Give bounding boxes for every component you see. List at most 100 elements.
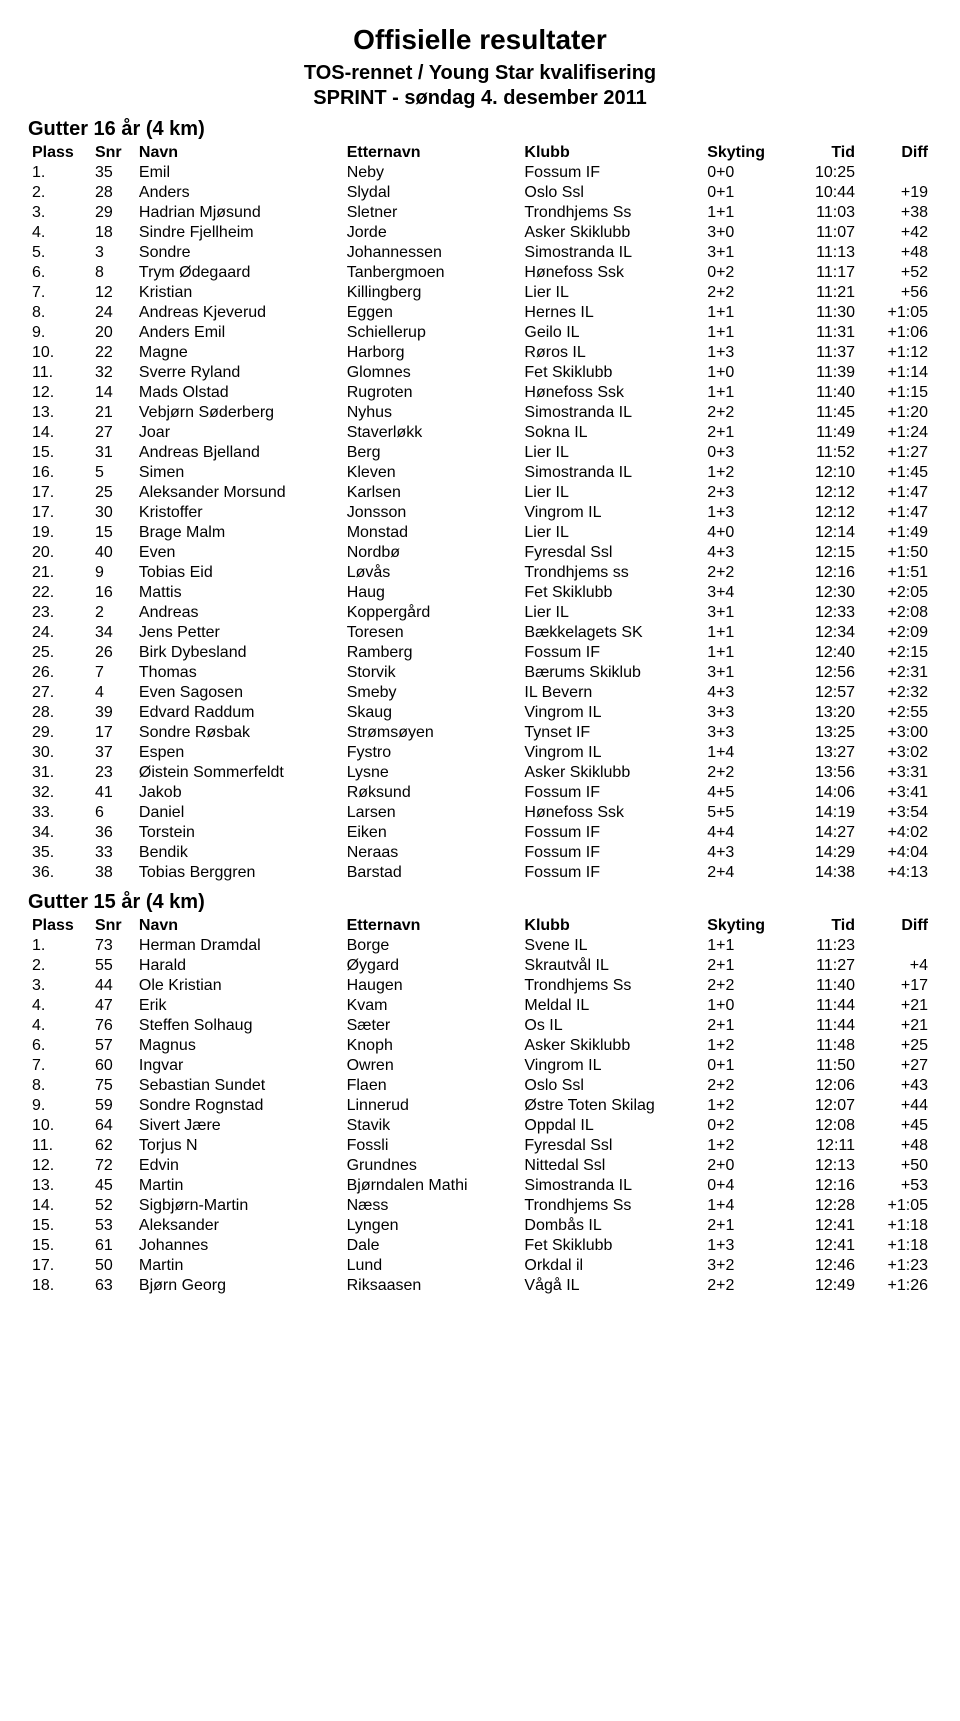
cell-navn: Herman Dramdal: [135, 936, 343, 956]
cell-navn: Torstein: [135, 823, 343, 843]
cell-diff: +1:26: [859, 1276, 932, 1296]
cell-klubb: Simostranda IL: [520, 463, 703, 483]
cell-plass: 14.: [28, 1196, 91, 1216]
cell-diff: +4:04: [859, 843, 932, 863]
cell-diff: +45: [859, 1116, 932, 1136]
cell-tid: 11:31: [786, 323, 859, 343]
cell-skyting: 1+3: [703, 503, 786, 523]
cell-klubb: Asker Skiklubb: [520, 763, 703, 783]
cell-skyting: 1+4: [703, 1196, 786, 1216]
cell-tid: 11:23: [786, 936, 859, 956]
cell-snr: 52: [91, 1196, 135, 1216]
cell-snr: 6: [91, 803, 135, 823]
cell-diff: +1:15: [859, 383, 932, 403]
cell-diff: [859, 936, 932, 956]
cell-diff: +1:47: [859, 503, 932, 523]
table-row: 31.23Øistein SommerfeldtLysneAsker Skikl…: [28, 763, 932, 783]
cell-klubb: Lier IL: [520, 603, 703, 623]
table-row: 12.14Mads OlstadRugrotenHønefoss Ssk1+11…: [28, 383, 932, 403]
cell-tid: 12:12: [786, 483, 859, 503]
cell-tid: 10:44: [786, 183, 859, 203]
cell-etternavn: Røksund: [343, 783, 521, 803]
cell-navn: Thomas: [135, 663, 343, 683]
cell-navn: Bjørn Georg: [135, 1276, 343, 1296]
cell-plass: 6.: [28, 1036, 91, 1056]
cell-diff: +25: [859, 1036, 932, 1056]
table-header-row: PlassSnrNavnEtternavnKlubbSkytingTidDiff: [28, 916, 932, 936]
cell-snr: 76: [91, 1016, 135, 1036]
cell-klubb: Trondhjems Ss: [520, 203, 703, 223]
cell-diff: +1:50: [859, 543, 932, 563]
table-row: 17.50MartinLundOrkdal il3+212:46+1:23: [28, 1256, 932, 1276]
column-header-tid: Tid: [786, 143, 859, 163]
cell-plass: 8.: [28, 303, 91, 323]
cell-etternavn: Kleven: [343, 463, 521, 483]
cell-etternavn: Johannessen: [343, 243, 521, 263]
cell-diff: +1:18: [859, 1236, 932, 1256]
cell-skyting: 1+1: [703, 383, 786, 403]
table-row: 12.72EdvinGrundnesNittedal Ssl2+012:13+5…: [28, 1156, 932, 1176]
cell-etternavn: Løvås: [343, 563, 521, 583]
cell-tid: 12:15: [786, 543, 859, 563]
column-header-etternavn: Etternavn: [343, 143, 521, 163]
cell-skyting: 1+0: [703, 996, 786, 1016]
cell-diff: +4:13: [859, 863, 932, 883]
cell-skyting: 2+3: [703, 483, 786, 503]
cell-navn: Anders Emil: [135, 323, 343, 343]
cell-tid: 11:07: [786, 223, 859, 243]
cell-tid: 14:19: [786, 803, 859, 823]
table-row: 27.4Even SagosenSmebyIL Bevern4+312:57+2…: [28, 683, 932, 703]
cell-skyting: 1+4: [703, 743, 786, 763]
cell-plass: 15.: [28, 1236, 91, 1256]
cell-klubb: Bækkelagets SK: [520, 623, 703, 643]
cell-plass: 2.: [28, 183, 91, 203]
cell-navn: Andreas Bjelland: [135, 443, 343, 463]
cell-snr: 37: [91, 743, 135, 763]
cell-diff: +4: [859, 956, 932, 976]
cell-skyting: 3+4: [703, 583, 786, 603]
table-row: 23.2AndreasKoppergårdLier IL3+112:33+2:0…: [28, 603, 932, 623]
table-row: 13.21Vebjørn SøderbergNyhusSimostranda I…: [28, 403, 932, 423]
cell-klubb: Fet Skiklubb: [520, 583, 703, 603]
cell-skyting: 2+2: [703, 763, 786, 783]
cell-snr: 73: [91, 936, 135, 956]
cell-plass: 25.: [28, 643, 91, 663]
cell-plass: 6.: [28, 263, 91, 283]
column-header-tid: Tid: [786, 916, 859, 936]
cell-tid: 13:25: [786, 723, 859, 743]
cell-tid: 12:41: [786, 1216, 859, 1236]
cell-navn: Mattis: [135, 583, 343, 603]
cell-klubb: Hønefoss Ssk: [520, 803, 703, 823]
cell-tid: 12:34: [786, 623, 859, 643]
cell-tid: 12:08: [786, 1116, 859, 1136]
cell-snr: 18: [91, 223, 135, 243]
cell-skyting: 1+2: [703, 463, 786, 483]
cell-navn: Bendik: [135, 843, 343, 863]
cell-plass: 14.: [28, 423, 91, 443]
cell-plass: 24.: [28, 623, 91, 643]
cell-snr: 72: [91, 1156, 135, 1176]
cell-etternavn: Lysne: [343, 763, 521, 783]
cell-etternavn: Flaen: [343, 1076, 521, 1096]
cell-skyting: 0+0: [703, 163, 786, 183]
cell-etternavn: Toresen: [343, 623, 521, 643]
cell-diff: +48: [859, 1136, 932, 1156]
cell-navn: Sigbjørn-Martin: [135, 1196, 343, 1216]
cell-plass: 22.: [28, 583, 91, 603]
cell-plass: 30.: [28, 743, 91, 763]
cell-snr: 50: [91, 1256, 135, 1276]
cell-snr: 21: [91, 403, 135, 423]
cell-klubb: Fossum IF: [520, 843, 703, 863]
cell-etternavn: Jonsson: [343, 503, 521, 523]
table-row: 16.5SimenKlevenSimostranda IL1+212:10+1:…: [28, 463, 932, 483]
cell-etternavn: Tanbergmoen: [343, 263, 521, 283]
cell-navn: Magnus: [135, 1036, 343, 1056]
cell-snr: 47: [91, 996, 135, 1016]
cell-tid: 12:06: [786, 1076, 859, 1096]
cell-diff: +38: [859, 203, 932, 223]
cell-diff: +1:20: [859, 403, 932, 423]
cell-klubb: Os IL: [520, 1016, 703, 1036]
cell-etternavn: Owren: [343, 1056, 521, 1076]
cell-klubb: Hønefoss Ssk: [520, 383, 703, 403]
cell-tid: 10:25: [786, 163, 859, 183]
